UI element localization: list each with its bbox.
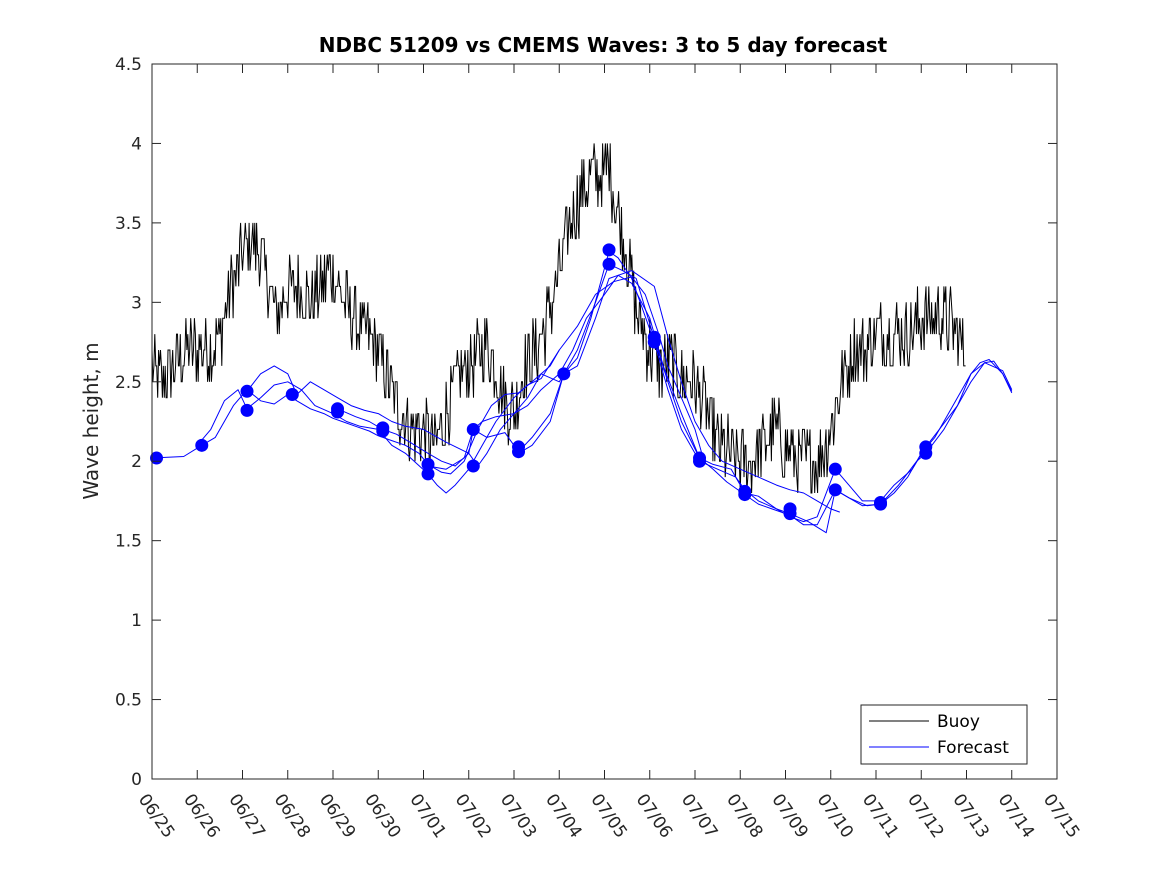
forecast-series-line	[196, 276, 705, 494]
y-tick-label: 0	[131, 770, 142, 790]
forecast-marker	[738, 488, 752, 502]
forecast-marker	[557, 367, 571, 381]
buoy-series-line	[151, 143, 966, 494]
chart-title: NDBC 51209 vs CMEMS Waves: 3 to 5 day fo…	[319, 33, 888, 57]
y-tick-label: 2	[131, 452, 142, 472]
legend-buoy-label: Buoy	[937, 712, 980, 732]
forecast-marker	[783, 507, 797, 521]
y-axis: 0 0.5 1 1.5 2 2.5 3 3.5 4 4.5	[115, 55, 1057, 790]
forecast-marker	[828, 483, 842, 497]
y-axis-label: Wave height, m	[79, 342, 103, 499]
forecast-marker	[195, 438, 209, 452]
forecast-series-line	[427, 274, 1013, 523]
forecast-marker	[693, 454, 707, 468]
y-tick-label: 3.5	[115, 214, 142, 234]
forecast-series-line	[246, 270, 840, 513]
forecast-marker	[512, 445, 526, 459]
forecast-series-line	[518, 251, 1013, 534]
forecast-marker	[466, 422, 480, 436]
forecast-marker	[376, 424, 390, 438]
forecast-marker	[331, 405, 345, 419]
forecast-marker	[874, 497, 888, 511]
y-tick-label: 1	[131, 611, 142, 631]
y-tick-label: 0.5	[115, 691, 142, 711]
forecast-marker	[602, 243, 616, 257]
y-tick-label: 3	[131, 293, 142, 313]
forecast-marker	[919, 446, 933, 460]
legend-box	[860, 704, 1028, 765]
forecast-marker	[647, 335, 661, 349]
forecast-marker	[421, 457, 435, 471]
forecast-marker	[602, 257, 616, 271]
y-tick-label: 1.5	[115, 532, 142, 552]
forecast-marker	[828, 462, 842, 476]
forecast-marker	[466, 459, 480, 473]
y-tick-label: 4	[131, 134, 142, 154]
forecast-marker	[421, 467, 435, 481]
forecast-marker	[240, 384, 254, 398]
legend-forecast-label: Forecast	[937, 738, 1009, 758]
y-tick-label: 2.5	[115, 373, 142, 393]
forecast-marker	[285, 387, 299, 401]
y-tick-label: 4.5	[115, 55, 142, 75]
legend: Buoy Forecast	[860, 704, 1028, 765]
forecast-marker	[240, 403, 254, 417]
